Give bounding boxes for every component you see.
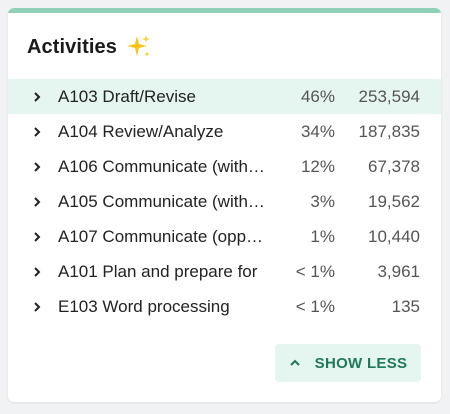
list-item[interactable]: E103 Word processing < 1% 135 <box>8 289 441 324</box>
activity-percent: 3% <box>310 191 335 211</box>
chevron-right-icon <box>34 91 41 102</box>
list-item[interactable]: A104 Review/Analyze 34% 187,835 <box>8 114 441 149</box>
activity-percent: 1% <box>310 226 335 246</box>
activity-label: A101 Plan and prepare for <box>58 261 258 281</box>
activity-count: 187,835 <box>358 121 420 141</box>
list-item[interactable]: A101 Plan and prepare for < 1% 3,961 <box>8 254 441 289</box>
chevron-right-icon <box>34 196 41 207</box>
chevron-right-icon <box>34 161 41 172</box>
activities-card: Activities A103 Draft/Revise 46% 253,594… <box>8 8 441 402</box>
activity-label: A107 Communicate (opp… <box>58 226 264 246</box>
chevron-right-icon <box>34 231 41 242</box>
card-title: Activities <box>27 35 117 58</box>
list-item[interactable]: A106 Communicate (with… 12% 67,378 <box>8 149 441 184</box>
list-item[interactable]: A107 Communicate (opp… 1% 10,440 <box>8 219 441 254</box>
activity-count: 19,562 <box>368 191 420 211</box>
activity-count: 3,961 <box>377 261 420 281</box>
sparkles-icon <box>126 35 150 57</box>
show-less-button[interactable]: SHOW LESS <box>275 344 421 382</box>
card-title-row: Activities <box>27 32 153 62</box>
activity-percent: 34% <box>300 121 335 141</box>
activity-percent: 12% <box>300 156 335 176</box>
chevron-right-icon <box>34 266 41 277</box>
activity-label: A103 Draft/Revise <box>58 86 196 106</box>
activity-label: E103 Word processing <box>58 296 230 316</box>
activities-list: A103 Draft/Revise 46% 253,594 A104 Revie… <box>8 79 441 324</box>
activity-label: A106 Communicate (with… <box>58 156 265 176</box>
chevron-up-icon <box>289 359 300 366</box>
activity-count: 135 <box>391 296 420 316</box>
chevron-right-icon <box>34 126 41 137</box>
list-item[interactable]: A105 Communicate (with… 3% 19,562 <box>8 184 441 219</box>
show-less-label: SHOW LESS <box>314 354 408 372</box>
activity-label: A104 Review/Analyze <box>58 121 224 141</box>
activity-percent: 46% <box>300 86 335 106</box>
activity-count: 67,378 <box>368 156 420 176</box>
activity-percent: < 1% <box>295 296 335 316</box>
chevron-right-icon <box>34 301 41 312</box>
activity-percent: < 1% <box>295 261 335 281</box>
card-accent-bar <box>8 8 441 13</box>
activity-count: 10,440 <box>368 226 420 246</box>
activity-count: 253,594 <box>358 86 420 106</box>
activity-label: A105 Communicate (with… <box>58 191 265 211</box>
list-item[interactable]: A103 Draft/Revise 46% 253,594 <box>8 79 441 114</box>
